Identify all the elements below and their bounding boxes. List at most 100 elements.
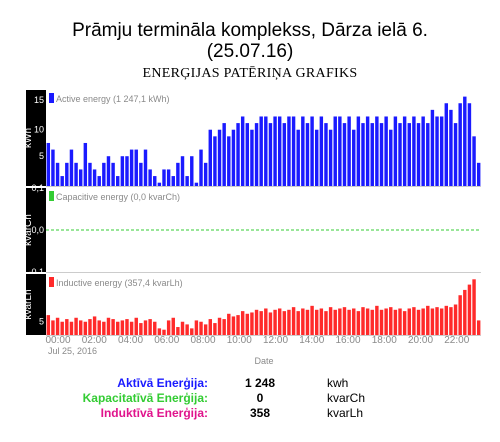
data-bar — [69, 149, 74, 186]
data-bar — [328, 129, 333, 186]
data-bar — [254, 123, 259, 186]
data-bar — [176, 327, 180, 335]
data-bar — [217, 129, 222, 186]
data-bar — [416, 123, 421, 186]
summary-row-capacitive: Kapacitatīvā Enerģija: 0 kvarCh — [0, 391, 500, 407]
summary-row-inductive: Induktīvā Enerģija: 358 kvarLh — [0, 406, 500, 422]
x-tick-label: 18:00 — [372, 335, 397, 346]
data-bar — [134, 317, 138, 335]
x-tick-label: 10:00 — [227, 335, 252, 346]
data-bar — [213, 136, 217, 186]
data-bar — [453, 123, 458, 186]
summary-unit: kwh — [327, 376, 349, 390]
summary-value: 0 — [256, 391, 264, 405]
legend-label: Active energy (1 247,1 kWh) — [56, 94, 170, 104]
data-bar — [227, 136, 231, 186]
data-bar — [277, 116, 282, 186]
data-bar — [356, 116, 361, 186]
data-bar — [352, 308, 356, 335]
data-bar — [444, 305, 449, 335]
data-bar — [199, 321, 203, 335]
legend-label: Inductive energy (357,4 kvarLh) — [56, 278, 183, 288]
data-bar — [153, 321, 157, 335]
data-bar — [125, 156, 129, 186]
summary-label: Kapacitatīvā Enerģija: — [82, 391, 208, 405]
data-bar — [287, 309, 291, 335]
data-bar — [282, 311, 287, 335]
data-bar — [444, 103, 449, 186]
data-bar — [370, 123, 374, 186]
summary-label: Aktīvā Enerģija: — [117, 376, 208, 390]
data-bar — [60, 176, 64, 186]
data-bar — [203, 162, 208, 186]
data-bar — [333, 309, 337, 335]
page-title: Prāmju termināla komplekss, Dārza ielā 6… — [72, 20, 428, 41]
data-bar — [139, 162, 143, 186]
data-bar — [463, 96, 467, 186]
data-bar — [315, 129, 319, 186]
data-bar — [338, 116, 342, 186]
data-bar — [171, 317, 175, 335]
data-bar — [176, 162, 180, 186]
data-bar — [46, 315, 51, 335]
data-bar — [370, 309, 374, 335]
data-bar — [402, 116, 407, 186]
data-bar — [393, 116, 398, 186]
data-bar — [139, 323, 143, 335]
data-bar — [384, 308, 388, 335]
data-bar — [319, 116, 324, 186]
summary-label: Induktīvā Enerģija: — [100, 406, 208, 420]
data-bar — [180, 156, 185, 186]
data-bar — [65, 319, 69, 335]
data-bar — [310, 116, 314, 186]
data-bar — [259, 116, 263, 186]
data-bar — [74, 162, 78, 186]
data-bar — [157, 182, 162, 186]
data-bar — [472, 136, 476, 186]
data-bar — [296, 129, 300, 186]
summary-unit: kvarCh — [327, 391, 366, 405]
data-bar — [97, 320, 101, 335]
data-bar — [134, 149, 138, 186]
data-bar — [240, 311, 245, 335]
data-bar — [259, 311, 263, 335]
data-bar — [78, 169, 83, 186]
data-bar — [78, 320, 83, 335]
data-bar — [384, 116, 388, 186]
x-tick-label: 04:00 — [118, 335, 143, 346]
data-bar — [402, 311, 407, 335]
data-bar — [467, 103, 472, 186]
y-axis-band — [26, 188, 46, 272]
page-title-date: (25.07.16) — [206, 41, 294, 62]
data-bar — [407, 308, 411, 335]
data-bar — [69, 321, 74, 335]
data-bar — [236, 315, 240, 335]
data-bar — [301, 116, 305, 186]
data-bar — [365, 116, 370, 186]
data-bar — [203, 324, 208, 335]
data-bar — [324, 311, 328, 335]
data-bar — [375, 116, 379, 186]
data-bar — [393, 309, 398, 335]
data-bar — [426, 123, 430, 186]
data-bar — [185, 324, 189, 335]
summary-unit: kvarLh — [327, 406, 364, 420]
data-bar — [361, 123, 365, 186]
data-bar — [305, 309, 310, 335]
data-bar — [171, 176, 175, 186]
data-bar — [74, 317, 78, 335]
legend-label: Capacitive energy (0,0 kvarCh) — [56, 192, 180, 202]
data-bar — [342, 307, 347, 335]
x-tick-label: 02:00 — [82, 335, 107, 346]
data-bar — [389, 307, 393, 335]
data-bar — [268, 312, 273, 335]
data-bar — [199, 149, 203, 186]
data-bar — [347, 116, 351, 186]
data-bar — [463, 289, 467, 335]
data-bar — [310, 305, 314, 335]
data-bar — [83, 321, 88, 335]
data-bar — [217, 317, 222, 335]
data-bar — [342, 123, 347, 186]
data-bar — [315, 309, 319, 335]
y-axis-band — [26, 274, 46, 335]
